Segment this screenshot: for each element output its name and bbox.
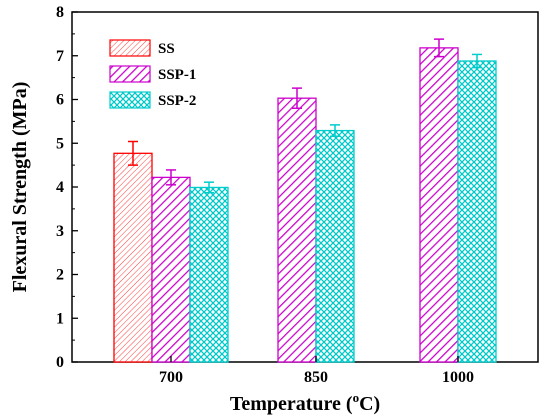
x-tick-label: 700 [159,369,183,386]
x-tick-label: 850 [304,369,328,386]
y-axis-title: Flexural Strength (MPa) [9,82,31,293]
legend-label-ssp-2: SSP-2 [158,93,196,109]
bar-ssp-2-700 [189,186,229,363]
legend-label-ss: SS [158,41,175,57]
x-axis-title: Temperature (oC) [230,390,380,415]
legend-swatch-ss [109,39,151,57]
bar-ss-700 [113,152,153,363]
y-tick-label: 8 [56,4,64,21]
y-tick-label: 1 [56,310,64,327]
bar-ssp-2-1000 [457,60,497,363]
y-tick-label: 2 [56,267,64,284]
legend-swatch-ssp-2 [109,91,151,109]
y-axis: 0 1 2 3 4 5 6 7 8 [56,4,78,371]
y-tick-label: 0 [56,354,64,371]
y-tick-label: 5 [56,135,64,152]
y-tick-label: 6 [56,92,64,109]
bar-ssp-1-700 [151,176,191,363]
x-tick-label: 1000 [442,369,474,386]
y-tick-label: 4 [56,179,64,196]
legend-swatch-ssp-1 [109,65,151,83]
y-tick-label: 7 [56,48,64,65]
legend-label-ssp-1: SSP-1 [158,67,196,83]
y-tick-label: 3 [56,223,64,240]
legend: SS SSP-1 SSP-2 [109,39,196,109]
x-axis: 700 850 1000 [159,356,474,386]
bar-ssp-1-1000 [419,47,459,363]
bars-layer [113,38,497,363]
bar-ssp-1-850 [277,97,317,363]
bar-ssp-2-850 [315,129,355,363]
